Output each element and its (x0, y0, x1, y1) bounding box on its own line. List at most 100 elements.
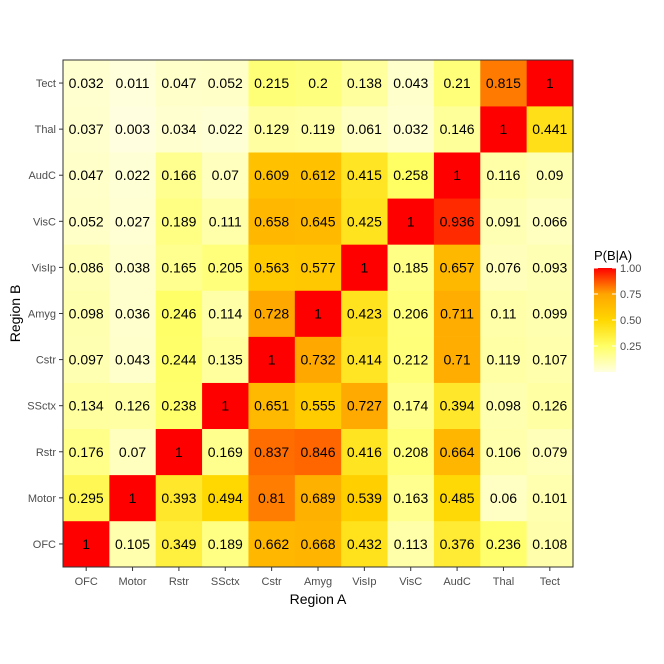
cell-value-label: 0.119 (486, 352, 520, 368)
cell-value-label: 0.846 (300, 444, 335, 460)
heatmap-cell (341, 428, 388, 476)
cell-value-label: 0.097 (69, 352, 104, 368)
heatmap-cell (248, 60, 296, 107)
cell-value-label: 0.037 (69, 121, 104, 137)
cell-value-label: 0.258 (393, 167, 428, 183)
cell-value-label: 0.664 (440, 444, 475, 460)
heatmap-cell (433, 428, 481, 476)
cell-value-label: 0.393 (161, 490, 196, 506)
legend-title: P(B|A) (594, 248, 632, 263)
heatmap-cell (109, 152, 157, 199)
cell-value-label: 0.099 (532, 306, 567, 322)
cell-value-label: 0.432 (347, 536, 382, 552)
heatmap-cell (294, 106, 342, 153)
y-tick-label: Tect (36, 78, 56, 90)
heatmap-cell (155, 428, 203, 476)
heatmap-cell (526, 198, 574, 245)
heatmap-cell (63, 290, 110, 337)
heatmap-cell (480, 520, 527, 568)
heatmap-cell (248, 428, 296, 476)
y-tick-label: Amyg (28, 309, 56, 321)
x-tick-label: AudC (443, 576, 471, 588)
heatmap-cell (294, 290, 342, 337)
heatmap-cell (202, 336, 249, 383)
heatmap-cell (294, 336, 342, 383)
heatmap-cell (433, 520, 481, 568)
cell-value-label: 0.003 (115, 121, 150, 137)
cell-value-label: 0.246 (161, 306, 196, 322)
heatmap-cell (248, 106, 296, 153)
cell-value-label: 0.134 (69, 398, 104, 414)
heatmap-cell (341, 290, 388, 337)
cell-value-label: 0.555 (300, 398, 335, 414)
heatmap-cell (294, 520, 342, 568)
heatmap-cell (109, 106, 157, 153)
heatmap-cell (387, 244, 435, 291)
y-tick-label: VisIp (32, 262, 56, 274)
heatmap-cell (526, 336, 574, 383)
cell-value-label: 0.423 (347, 306, 382, 322)
cell-value-label: 1 (453, 167, 461, 183)
cell-value-label: 0.376 (440, 536, 475, 552)
cell-value-label: 0.043 (115, 352, 150, 368)
cell-value-label: 0.126 (532, 398, 567, 414)
cell-value-label: 0.086 (69, 259, 104, 275)
cell-value-label: 1 (546, 75, 554, 91)
x-tick-label: OFC (75, 576, 98, 588)
cell-value-label: 0.185 (393, 259, 428, 275)
cell-value-label: 0.022 (115, 167, 150, 183)
heatmap-cell (63, 474, 110, 522)
heatmap-cell (248, 474, 296, 522)
cell-value-label: 0.936 (440, 213, 475, 229)
heatmap-cell (341, 382, 388, 430)
cell-value-label: 0.494 (208, 490, 243, 506)
cell-value-label: 0.105 (115, 536, 150, 552)
heatmap-cells: 1 0.105 0.349 0.189 0.662 0.668 0.432 0.113 0.37… (63, 60, 574, 568)
y-tick-label: SSctx (27, 401, 56, 413)
cell-value-label: 0.425 (347, 213, 382, 229)
legend-tick-label: 0.25 (620, 341, 641, 353)
y-tick-label: VisC (33, 216, 56, 228)
cell-value-label: 1 (500, 121, 508, 137)
x-tick-label: Rstr (169, 576, 190, 588)
heatmap-cell (63, 198, 110, 245)
heatmap-cell (294, 382, 342, 430)
cell-value-label: 0.189 (208, 536, 243, 552)
heatmap-cell (433, 290, 481, 337)
heatmap-cell (155, 474, 203, 522)
cell-value-label: 0.126 (115, 398, 150, 414)
cell-value-label: 0.189 (161, 213, 196, 229)
heatmap-cell (387, 290, 435, 337)
heatmap-cell (433, 152, 481, 199)
heatmap-cell (294, 60, 342, 107)
cell-value-label: 0.295 (69, 490, 104, 506)
cell-value-label: 0.114 (208, 306, 242, 322)
y-tick-label: Rstr (36, 447, 57, 459)
heatmap-cell (109, 520, 157, 568)
cell-value-label: 0.11 (490, 306, 516, 322)
heatmap-cell (526, 290, 574, 337)
heatmap-cell (433, 198, 481, 245)
cell-value-label: 1 (314, 306, 322, 322)
cell-value-label: 0.651 (254, 398, 289, 414)
cell-value-label: 1 (82, 536, 90, 552)
heatmap-cell (387, 336, 435, 383)
heatmap-cell (202, 60, 249, 107)
cell-value-label: 0.416 (347, 444, 382, 460)
heatmap-cell (341, 60, 388, 107)
heatmap-cell (155, 152, 203, 199)
x-tick-label: VisIp (352, 576, 376, 588)
cell-value-label: 0.206 (393, 306, 428, 322)
heatmap-cell (433, 244, 481, 291)
x-tick-label: Motor (118, 576, 146, 588)
cell-value-label: 0.662 (254, 536, 289, 552)
cell-value-label: 0.577 (300, 259, 335, 275)
cell-value-label: 1 (175, 444, 183, 460)
heatmap-cell (341, 152, 388, 199)
cell-value-label: 0.539 (347, 490, 382, 506)
cell-value-label: 0.106 (486, 444, 521, 460)
heatmap-cell (526, 428, 574, 476)
heatmap-cell (202, 244, 249, 291)
heatmap-cell (433, 336, 481, 383)
heatmap-cell (433, 106, 481, 153)
